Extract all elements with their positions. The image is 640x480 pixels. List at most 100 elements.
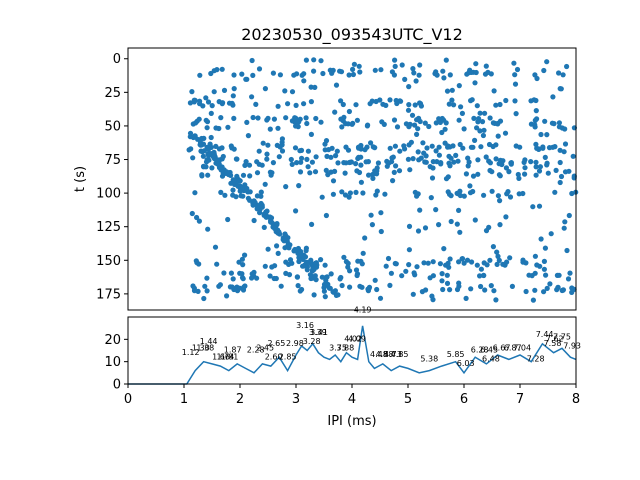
- scatter-point: [555, 284, 561, 290]
- scatter-point: [491, 288, 497, 294]
- scatter-point: [495, 253, 501, 259]
- scatter-point: [323, 167, 329, 173]
- scatter-point: [193, 120, 199, 126]
- scatter-point: [415, 191, 421, 197]
- scatter-point: [542, 154, 548, 160]
- scatter-point: [483, 154, 489, 160]
- scatter-point: [440, 68, 446, 74]
- scatter-point: [341, 160, 347, 166]
- scatter-point: [356, 63, 362, 69]
- scatter-point: [478, 144, 484, 150]
- scatter-point: [472, 137, 478, 143]
- scatter-point: [550, 94, 556, 100]
- scatter-point: [474, 262, 480, 268]
- scatter-point: [562, 141, 569, 147]
- scatter-point: [448, 218, 454, 225]
- scatter-point: [230, 192, 236, 198]
- scatter-point: [556, 70, 562, 76]
- scatter-point: [566, 212, 572, 219]
- scatter-point: [405, 156, 411, 162]
- scatter-point: [483, 63, 489, 69]
- scatter-point: [272, 263, 278, 269]
- scatter-point: [351, 61, 357, 67]
- scatter-y-axis-label: t (s): [73, 166, 88, 192]
- scatter-point: [475, 119, 481, 125]
- scatter-point: [557, 179, 563, 186]
- scatter-point: [330, 178, 337, 184]
- scatter-point: [512, 72, 518, 78]
- scatter-point: [441, 117, 447, 123]
- scatter-point: [533, 97, 539, 104]
- scatter-point: [354, 272, 360, 279]
- scatter-point: [548, 231, 554, 237]
- scatter-point: [477, 110, 483, 116]
- scatter-point: [457, 192, 463, 199]
- scatter-point: [550, 144, 556, 150]
- scatter-point: [350, 66, 356, 72]
- scatter-point: [292, 248, 298, 254]
- scatter-point: [189, 210, 195, 217]
- scatter-point: [309, 221, 315, 227]
- scatter-point: [378, 67, 384, 73]
- scatter-point: [264, 151, 270, 157]
- scatter-point: [446, 101, 452, 107]
- peak-annotation: 6.87: [504, 344, 522, 353]
- scatter-point: [224, 169, 230, 175]
- scatter-point: [457, 141, 463, 148]
- scatter-point: [536, 203, 543, 209]
- scatter-point: [544, 59, 550, 65]
- scatter-point: [486, 141, 493, 148]
- scatter-point: [209, 165, 215, 171]
- scatter-point: [487, 115, 493, 121]
- peak-annotation: 6.67: [493, 344, 511, 353]
- scatter-point: [298, 159, 304, 165]
- histogram-x-tick-label: 8: [572, 392, 580, 407]
- scatter-point: [239, 271, 245, 277]
- scatter-point: [388, 270, 394, 276]
- scatter-point: [294, 274, 300, 280]
- scatter-point: [409, 112, 416, 118]
- scatter-point: [464, 71, 470, 77]
- scatter-point: [333, 82, 340, 88]
- peak-annotation: 4.73: [384, 350, 402, 359]
- scatter-point: [343, 144, 349, 150]
- scatter-point: [192, 133, 198, 139]
- scatter-point: [547, 281, 553, 287]
- scatter-point: [301, 101, 307, 107]
- scatter-point: [495, 193, 501, 199]
- scatter-point: [225, 124, 231, 130]
- scatter-point: [210, 154, 216, 160]
- scatter-point: [436, 144, 442, 150]
- scatter-point: [370, 144, 376, 150]
- scatter-point: [448, 193, 454, 199]
- scatter-point: [433, 207, 439, 213]
- scatter-point: [487, 257, 493, 263]
- scatter-point: [467, 190, 474, 196]
- scatter-point: [434, 159, 440, 165]
- scatter-point: [242, 252, 248, 258]
- scatter-point: [259, 162, 265, 168]
- scatter-point: [214, 261, 220, 267]
- scatter-point: [406, 262, 412, 268]
- scatter-point: [437, 261, 443, 267]
- scatter-point: [411, 70, 417, 76]
- scatter-point: [270, 70, 276, 76]
- scatter-point: [465, 163, 471, 169]
- scatter-point: [384, 163, 390, 169]
- scatter-point: [337, 276, 343, 282]
- scatter-point: [358, 154, 364, 160]
- scatter-point: [461, 126, 467, 132]
- scatter-point: [283, 184, 289, 190]
- scatter-point: [436, 116, 442, 122]
- scatter-point: [197, 101, 203, 107]
- scatter-point: [259, 202, 265, 208]
- scatter-point: [496, 161, 502, 167]
- scatter-point: [557, 86, 563, 92]
- scatter-point: [308, 260, 314, 266]
- histogram-panel: 1.121.301.381.44 1.661.741.811.87 2.282.45…: [104, 306, 581, 430]
- scatter-point: [514, 66, 521, 73]
- scatter-point: [503, 165, 509, 171]
- scatter-point: [515, 171, 521, 178]
- scatter-point: [262, 263, 268, 269]
